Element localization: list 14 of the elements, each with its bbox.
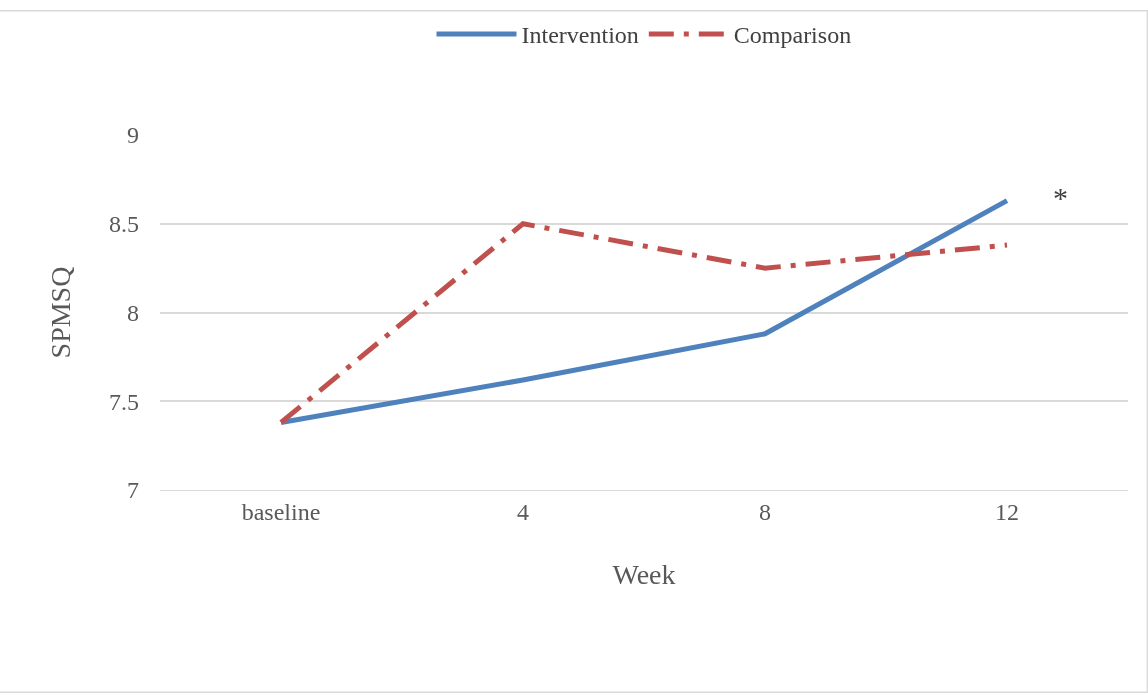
annotation: * xyxy=(1053,181,1068,214)
x-tick-label: 8 xyxy=(759,498,771,525)
x-tick-label: baseline xyxy=(241,498,321,525)
y-axis-title: SPMSQ xyxy=(44,266,76,359)
legend-label: Intervention xyxy=(521,22,639,49)
y-tick-label: 9 xyxy=(127,122,139,149)
x-axis-title: Week xyxy=(612,558,676,590)
x-tick-label: 4 xyxy=(517,498,529,525)
y-tick-label: 8.5 xyxy=(109,211,139,238)
x-tick-label: 12 xyxy=(995,498,1019,525)
y-tick-label: 7.5 xyxy=(109,388,139,415)
legend-label: Comparison xyxy=(733,22,852,49)
y-tick-label: 8 xyxy=(127,299,139,326)
y-tick-label: 7 xyxy=(127,477,139,504)
